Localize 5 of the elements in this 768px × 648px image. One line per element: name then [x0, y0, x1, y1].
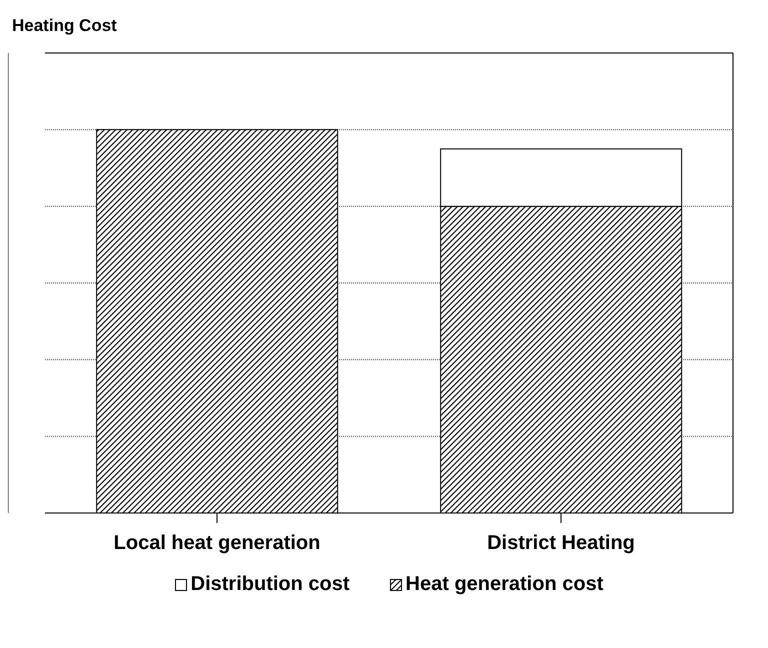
- legend-label: Heat generation cost: [404, 573, 604, 596]
- x-tick-label: District Heating: [487, 532, 635, 554]
- chart-title: Heating Cost: [12, 16, 117, 36]
- legend-label: Distribution cost: [190, 573, 350, 596]
- x-tick-label: Local heat generation: [114, 532, 320, 554]
